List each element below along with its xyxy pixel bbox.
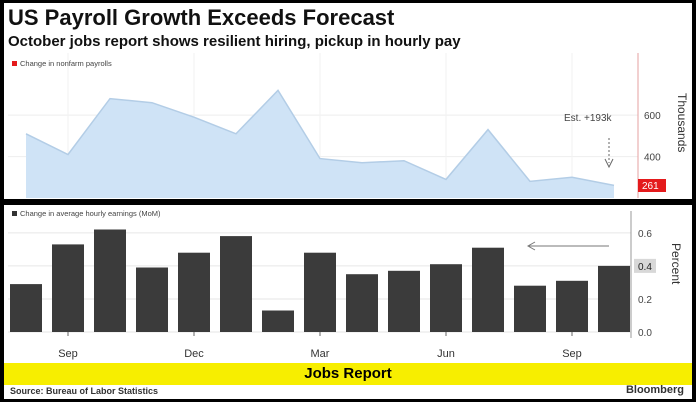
earnings-bar: [10, 284, 42, 332]
earnings-ytick-label: 0.2: [638, 295, 652, 306]
earnings-bar: [598, 265, 630, 332]
payrolls-last-value: 261: [642, 181, 659, 192]
earnings-bar: [178, 252, 210, 332]
jobs-report-banner: Jobs Report: [4, 363, 692, 385]
earnings-panel: Change in average hourly earnings (MoM) …: [8, 209, 683, 360]
earnings-bar: [556, 280, 588, 332]
payrolls-ytick-label: 600: [644, 111, 661, 122]
earnings-bar: [430, 264, 462, 332]
earnings-bar: [388, 270, 420, 332]
payrolls-ylabel: Thousands: [675, 93, 689, 152]
earnings-bar: [52, 244, 84, 332]
earnings-legend-label: Change in average hourly earnings (MoM): [20, 209, 161, 218]
charts-canvas: Change in nonfarm payrolls Est. +193k 40…: [4, 53, 692, 360]
chart-title: US Payroll Growth Exceeds Forecast: [8, 5, 395, 30]
payrolls-legend-swatch: [12, 61, 17, 66]
earnings-bar: [304, 252, 336, 332]
payrolls-ytick-label: 400: [644, 153, 661, 164]
earnings-bar: [472, 247, 504, 332]
brand-logo: Bloomberg: [625, 384, 684, 396]
earnings-last-value: 0.4: [638, 262, 652, 273]
panel-separator: [4, 199, 692, 205]
payrolls-last-value-box: [638, 179, 666, 192]
earnings-legend-swatch: [12, 211, 17, 216]
payrolls-area: [26, 90, 614, 198]
chart-subtitle: October jobs report shows resilient hiri…: [8, 33, 461, 50]
earnings-bar: [262, 310, 294, 332]
earnings-ylabel: Percent: [669, 243, 683, 285]
payrolls-annotation: Est. +193k: [564, 113, 613, 124]
source-note: Source: Bureau of Labor Statistics: [10, 386, 159, 396]
x-tick-label: Mar: [311, 348, 330, 360]
earnings-ytick-label: 0.6: [638, 229, 652, 240]
earnings-bar: [220, 236, 252, 332]
earnings-last-value-box: [634, 258, 656, 273]
earnings-bar: [136, 267, 168, 332]
chart-frame: US Payroll Growth Exceeds Forecast Octob…: [4, 3, 692, 399]
payrolls-legend-label: Change in nonfarm payrolls: [20, 59, 112, 68]
earnings-bar: [514, 285, 546, 332]
earnings-bar: [346, 274, 378, 332]
payrolls-annotation-arrow: [604, 138, 614, 169]
earnings-annotation-arrow: [526, 241, 609, 251]
x-tick-label: Jun: [437, 348, 455, 360]
earnings-bar: [94, 229, 126, 332]
payrolls-panel: Change in nonfarm payrolls Est. +193k 40…: [8, 53, 689, 198]
payrolls-area-line: [25, 89, 615, 187]
x-tick-label: Sep: [562, 348, 582, 360]
earnings-ytick-label: 0.0: [638, 328, 652, 339]
x-tick-label: Sep: [58, 348, 78, 360]
x-tick-label: Dec: [184, 348, 204, 360]
